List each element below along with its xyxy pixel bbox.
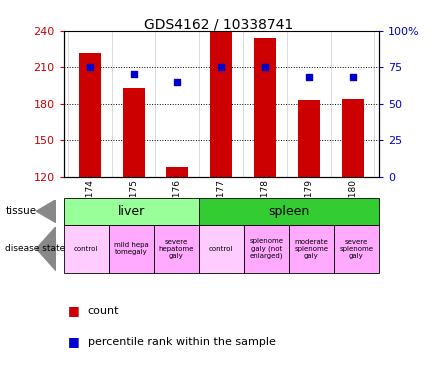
Point <box>174 79 181 85</box>
Text: GDS4162 / 10338741: GDS4162 / 10338741 <box>145 17 293 31</box>
Bar <box>342 99 364 177</box>
Text: control: control <box>74 246 98 252</box>
Point <box>86 64 93 70</box>
Bar <box>79 53 101 177</box>
Text: count: count <box>88 306 119 316</box>
Text: spleen: spleen <box>268 205 309 218</box>
Point <box>261 64 268 70</box>
Bar <box>123 88 145 177</box>
Text: tissue: tissue <box>5 206 36 216</box>
Text: ■: ■ <box>68 305 80 318</box>
Text: moderate
splenome
galy: moderate splenome galy <box>294 238 328 259</box>
Text: disease state: disease state <box>5 244 66 253</box>
Text: severe
hepatome
galy: severe hepatome galy <box>159 238 194 259</box>
Point <box>130 71 137 78</box>
Text: liver: liver <box>117 205 145 218</box>
Point <box>218 64 225 70</box>
Bar <box>210 32 232 177</box>
Bar <box>254 38 276 177</box>
Text: ■: ■ <box>68 335 80 348</box>
Text: splenome
galy (not
enlarged): splenome galy (not enlarged) <box>249 238 283 259</box>
Bar <box>298 100 320 177</box>
Polygon shape <box>36 227 56 271</box>
Point <box>305 74 312 81</box>
Text: mild hepa
tomegaly: mild hepa tomegaly <box>114 242 148 255</box>
Text: control: control <box>209 246 233 252</box>
Text: percentile rank within the sample: percentile rank within the sample <box>88 337 276 347</box>
Polygon shape <box>36 200 56 223</box>
Point <box>349 74 356 81</box>
Text: severe
splenome
galy: severe splenome galy <box>339 238 373 259</box>
Bar <box>166 167 188 177</box>
